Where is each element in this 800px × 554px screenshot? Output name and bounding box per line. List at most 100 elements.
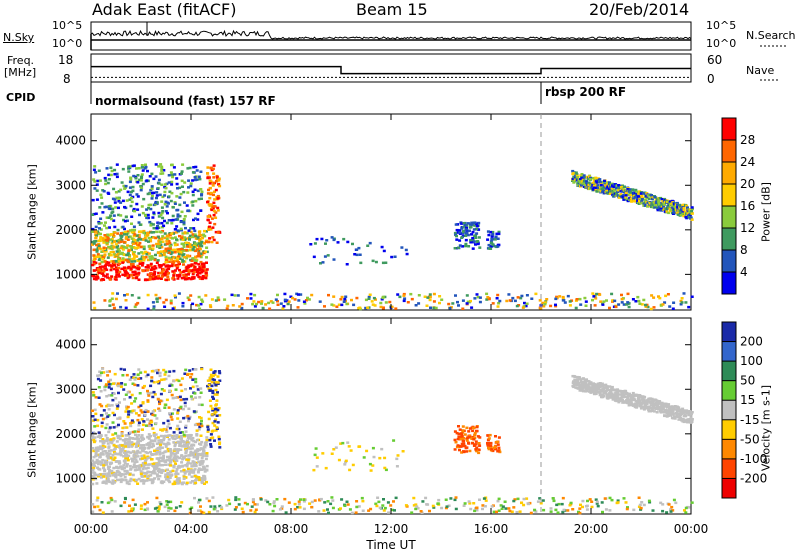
power-echo-cell xyxy=(204,276,208,280)
velocity-echo-cell xyxy=(395,465,399,468)
power-echo-cell xyxy=(624,191,628,195)
velocity-echo-cell xyxy=(642,503,646,507)
power-echo-cell xyxy=(172,256,176,259)
power-echo-cell xyxy=(123,233,126,236)
power-echo-cell xyxy=(267,301,271,305)
power-echo-cell xyxy=(372,296,376,300)
power-echo-cell xyxy=(558,295,562,298)
velocity-echo-cell xyxy=(172,369,176,373)
velocity-echo-cell xyxy=(110,469,114,473)
velocity-echo-cell xyxy=(683,509,686,512)
power-echo-cell xyxy=(119,232,123,235)
power-echo-cell xyxy=(176,274,180,277)
power-echo-cell xyxy=(330,303,334,306)
power-echo-cell xyxy=(344,295,348,298)
velocity-echo-cell xyxy=(601,393,605,396)
velocity-echo-cell xyxy=(533,508,537,512)
power-echo-cell xyxy=(473,297,477,300)
power-echo-cell xyxy=(212,209,216,213)
power-echo-cell xyxy=(191,272,195,276)
velocity-echo-cell xyxy=(131,409,135,413)
velocity-echo-cell xyxy=(200,477,203,480)
velocity-echo-cell xyxy=(91,391,95,394)
power-echo-cell xyxy=(599,183,603,187)
velocity-echo-cell xyxy=(468,502,472,505)
power-echo-cell xyxy=(167,249,171,252)
velocity-echo-cell xyxy=(119,385,123,388)
power-echo-cell xyxy=(114,243,118,246)
power-echo-cell xyxy=(119,214,123,217)
power-echo-cell xyxy=(170,173,174,176)
power-echo-cell xyxy=(489,245,493,248)
velocity-echo-cell xyxy=(522,497,526,501)
power-echo-cell xyxy=(462,222,466,225)
velocity-echo-cell xyxy=(123,501,127,504)
velocity-echo-cell xyxy=(659,501,663,505)
velocity-echo-cell xyxy=(126,458,130,462)
velocity-echo-cell xyxy=(211,389,215,393)
power-echo-cell xyxy=(128,198,132,201)
velocity-echo-cell xyxy=(284,511,288,514)
power-echo-cell xyxy=(103,205,107,209)
power-echo-cell xyxy=(208,227,212,231)
power-echo-cell xyxy=(665,210,669,213)
power-echo-cell xyxy=(189,230,193,234)
velocity-echo-cell xyxy=(179,435,183,438)
velocity-echo-cell xyxy=(126,471,129,475)
power-echo-cell xyxy=(592,181,596,184)
power-echo-cell xyxy=(157,251,160,255)
power-echo-cell xyxy=(115,172,119,176)
power-echo-cell xyxy=(165,237,169,241)
power-echo-cell xyxy=(140,164,144,167)
velocity-echo-cell xyxy=(590,500,594,503)
velocity-echo-cell xyxy=(192,471,196,474)
velocity-echo-cell xyxy=(647,406,651,409)
velocity-echo-cell xyxy=(638,399,641,402)
power-echo-cell xyxy=(155,194,159,197)
power-echo-cell xyxy=(148,175,152,178)
power-echo-cell xyxy=(177,252,181,256)
power-echo-cell xyxy=(117,275,121,278)
power-echo-cell xyxy=(140,264,144,267)
power-echo-cell xyxy=(201,262,204,266)
power-echo-cell xyxy=(193,188,197,191)
velocity-echo-cell xyxy=(119,465,123,468)
velocity-echo-cell xyxy=(210,413,214,416)
power-echo-cell xyxy=(189,264,192,268)
power-echo-cell xyxy=(206,176,210,180)
velocity-echo-cell xyxy=(166,419,170,423)
power-echo-cell xyxy=(133,270,137,273)
power-echo-cell xyxy=(398,295,402,299)
power-echo-cell xyxy=(171,277,175,280)
velocity-echo-cell xyxy=(110,510,114,513)
power-echo-cell xyxy=(155,300,159,303)
power-echo-cell xyxy=(671,204,675,207)
power-echo-cell xyxy=(166,247,170,250)
power-echo-cell xyxy=(121,225,125,229)
velocity-echo-cell xyxy=(210,430,214,433)
power-echo-cell xyxy=(575,298,579,301)
velocity-echo-cell xyxy=(143,410,147,414)
power-echo-cell xyxy=(303,302,307,305)
velocity-echo-cell xyxy=(624,501,628,504)
power-echo-cell xyxy=(142,247,146,251)
velocity-echo-cell xyxy=(686,411,689,414)
velocity-echo-cell xyxy=(205,438,209,442)
velocity-echo-cell xyxy=(592,390,596,394)
power-echo-cell xyxy=(185,248,189,252)
velocity-echo-cell xyxy=(264,499,268,502)
velocity-echo-cell xyxy=(194,380,198,384)
power-echo-cell xyxy=(186,296,190,299)
velocity-echo-cell xyxy=(180,437,183,440)
power-echo-cell xyxy=(605,189,609,193)
velocity-echo-cell xyxy=(148,478,152,482)
velocity-echo-cell xyxy=(98,370,102,373)
velocity-echo-cell xyxy=(105,474,109,478)
power-echo-cell xyxy=(140,176,143,179)
power-echo-cell xyxy=(102,274,106,277)
velocity-echo-cell xyxy=(143,475,146,478)
power-echo-cell xyxy=(187,264,191,267)
velocity-echo-cell xyxy=(278,508,282,511)
velocity-echo-cell xyxy=(144,375,148,378)
power-echo-cell xyxy=(486,296,490,299)
